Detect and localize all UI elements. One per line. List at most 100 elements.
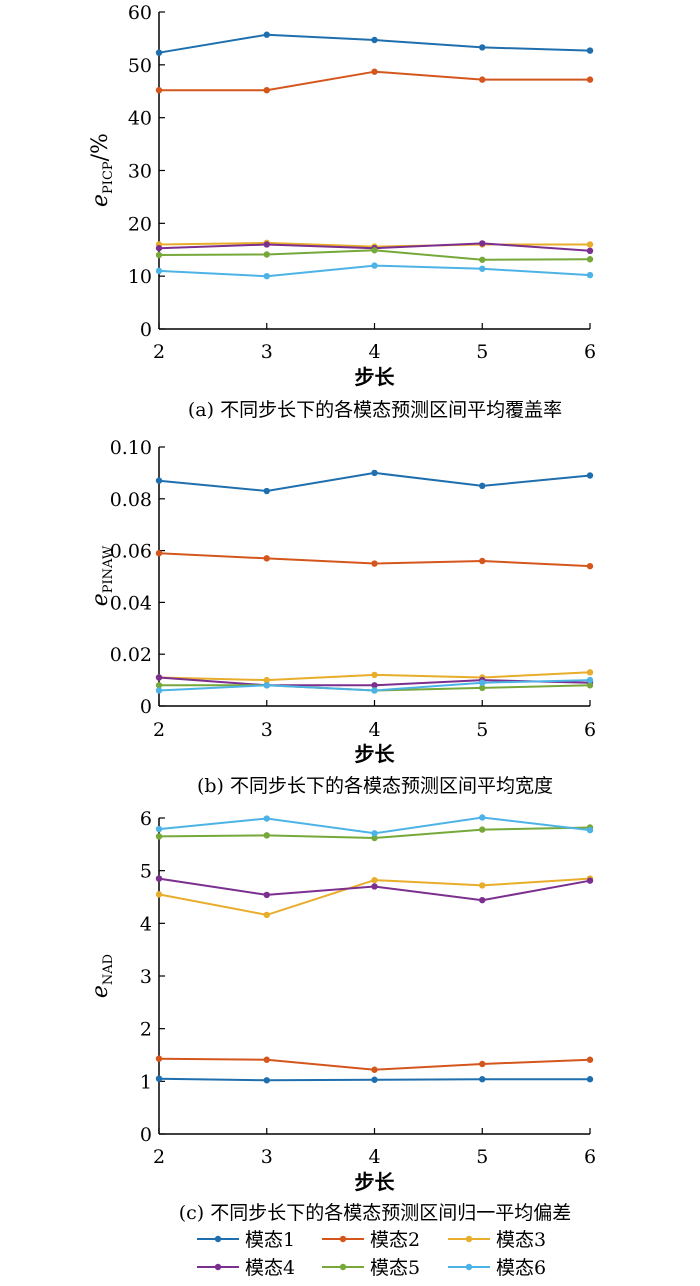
data-point	[479, 1060, 486, 1068]
x-tick-label: 4	[368, 341, 380, 363]
data-point	[263, 911, 270, 919]
data-point	[263, 815, 270, 822]
data-point	[263, 31, 270, 38]
data-point	[155, 49, 163, 56]
data-point	[155, 687, 163, 694]
data-point	[479, 76, 486, 83]
data-point	[155, 674, 163, 681]
data-point	[263, 891, 270, 899]
data-point	[479, 814, 486, 821]
data-point	[371, 1066, 378, 1073]
y-tick-label: 30	[128, 161, 152, 183]
data-point	[371, 671, 378, 679]
data-point	[586, 562, 594, 570]
data-point	[479, 684, 486, 692]
y-tick-label: 40	[128, 108, 152, 130]
data-point	[371, 876, 378, 884]
chart-caption: (c) 不同步长下的各模态预测区间归一平均偏差	[179, 1202, 572, 1224]
data-point	[263, 555, 270, 562]
data-point	[155, 891, 163, 898]
data-point	[371, 247, 378, 254]
data-point	[371, 68, 378, 75]
x-tick-label: 5	[476, 341, 488, 363]
data-point	[263, 1077, 270, 1084]
data-point	[371, 834, 378, 842]
x-tick-label: 5	[476, 1146, 488, 1168]
legend-swatch-marker	[465, 1235, 473, 1243]
data-point	[479, 679, 486, 686]
legend-swatch-marker	[339, 1263, 347, 1271]
legend-label: 模态1	[245, 1229, 295, 1251]
legend-swatch-marker	[465, 1263, 473, 1271]
data-point	[155, 549, 163, 557]
x-tick-label: 2	[153, 1146, 165, 1168]
data-point	[371, 262, 378, 269]
data-point	[155, 244, 163, 252]
chart-caption: (a) 不同步长下的各模态预测区间平均覆盖率	[188, 399, 562, 421]
data-point	[586, 76, 594, 83]
x-tick-label: 3	[261, 1146, 273, 1168]
data-point	[371, 469, 378, 477]
data-point	[586, 826, 594, 834]
data-point	[371, 883, 378, 890]
x-tick-label: 2	[153, 341, 165, 363]
y-tick-label: 4	[140, 913, 152, 935]
data-point	[155, 86, 163, 94]
y-tick-label: 50	[128, 55, 152, 77]
data-point	[155, 1075, 163, 1082]
data-point	[155, 682, 163, 689]
data-point	[155, 875, 163, 882]
data-point	[371, 830, 378, 837]
y-axis-label: ePINAW	[88, 545, 116, 606]
chart-caption: (b) 不同步长下的各模态预测区间平均宽度	[197, 775, 553, 797]
x-tick-label: 4	[368, 1146, 380, 1168]
y-tick-label: 5	[140, 861, 152, 883]
data-point	[155, 477, 163, 484]
data-point	[586, 877, 594, 884]
y-tick-label: 0	[140, 319, 152, 341]
y-tick-label: 0	[140, 696, 152, 718]
data-point	[263, 251, 270, 258]
data-point	[479, 44, 486, 51]
data-point	[586, 1056, 594, 1063]
y-tick-label: 0	[140, 1124, 152, 1146]
data-point	[155, 251, 163, 259]
y-tick-label: 2	[140, 1019, 152, 1041]
data-point	[263, 682, 270, 689]
legend-label: 模态6	[496, 1257, 546, 1279]
data-point	[586, 669, 594, 676]
data-point	[586, 1076, 594, 1083]
legend-swatch-marker	[214, 1263, 222, 1271]
data-point	[479, 482, 486, 490]
x-tick-label: 6	[584, 1146, 596, 1168]
data-point	[371, 36, 378, 44]
data-point	[263, 676, 270, 684]
data-point	[263, 272, 270, 280]
y-tick-label: 10	[128, 266, 152, 288]
x-tick-label: 6	[584, 341, 596, 363]
x-tick-label: 4	[368, 719, 380, 741]
x-axis-label: 步长	[355, 1170, 396, 1194]
x-tick-label: 6	[584, 719, 596, 741]
y-tick-label: 20	[128, 213, 152, 235]
data-point	[479, 1076, 486, 1083]
y-tick-label: 0.04	[110, 592, 152, 614]
data-point	[479, 256, 486, 263]
legend-swatch-marker	[214, 1235, 222, 1243]
data-point	[586, 472, 594, 479]
legend-label: 模态2	[370, 1229, 420, 1251]
data-point	[155, 825, 163, 833]
data-point	[155, 833, 163, 840]
x-tick-label: 3	[261, 341, 273, 363]
data-point	[155, 267, 163, 275]
y-tick-label: 3	[140, 966, 152, 988]
data-point	[479, 265, 486, 272]
data-point	[371, 1076, 378, 1083]
legend-label: 模态5	[370, 1257, 420, 1279]
data-point	[263, 241, 270, 248]
data-point	[263, 832, 270, 839]
data-point	[586, 247, 594, 255]
data-point	[479, 557, 486, 565]
y-tick-label: 0.06	[110, 541, 152, 563]
